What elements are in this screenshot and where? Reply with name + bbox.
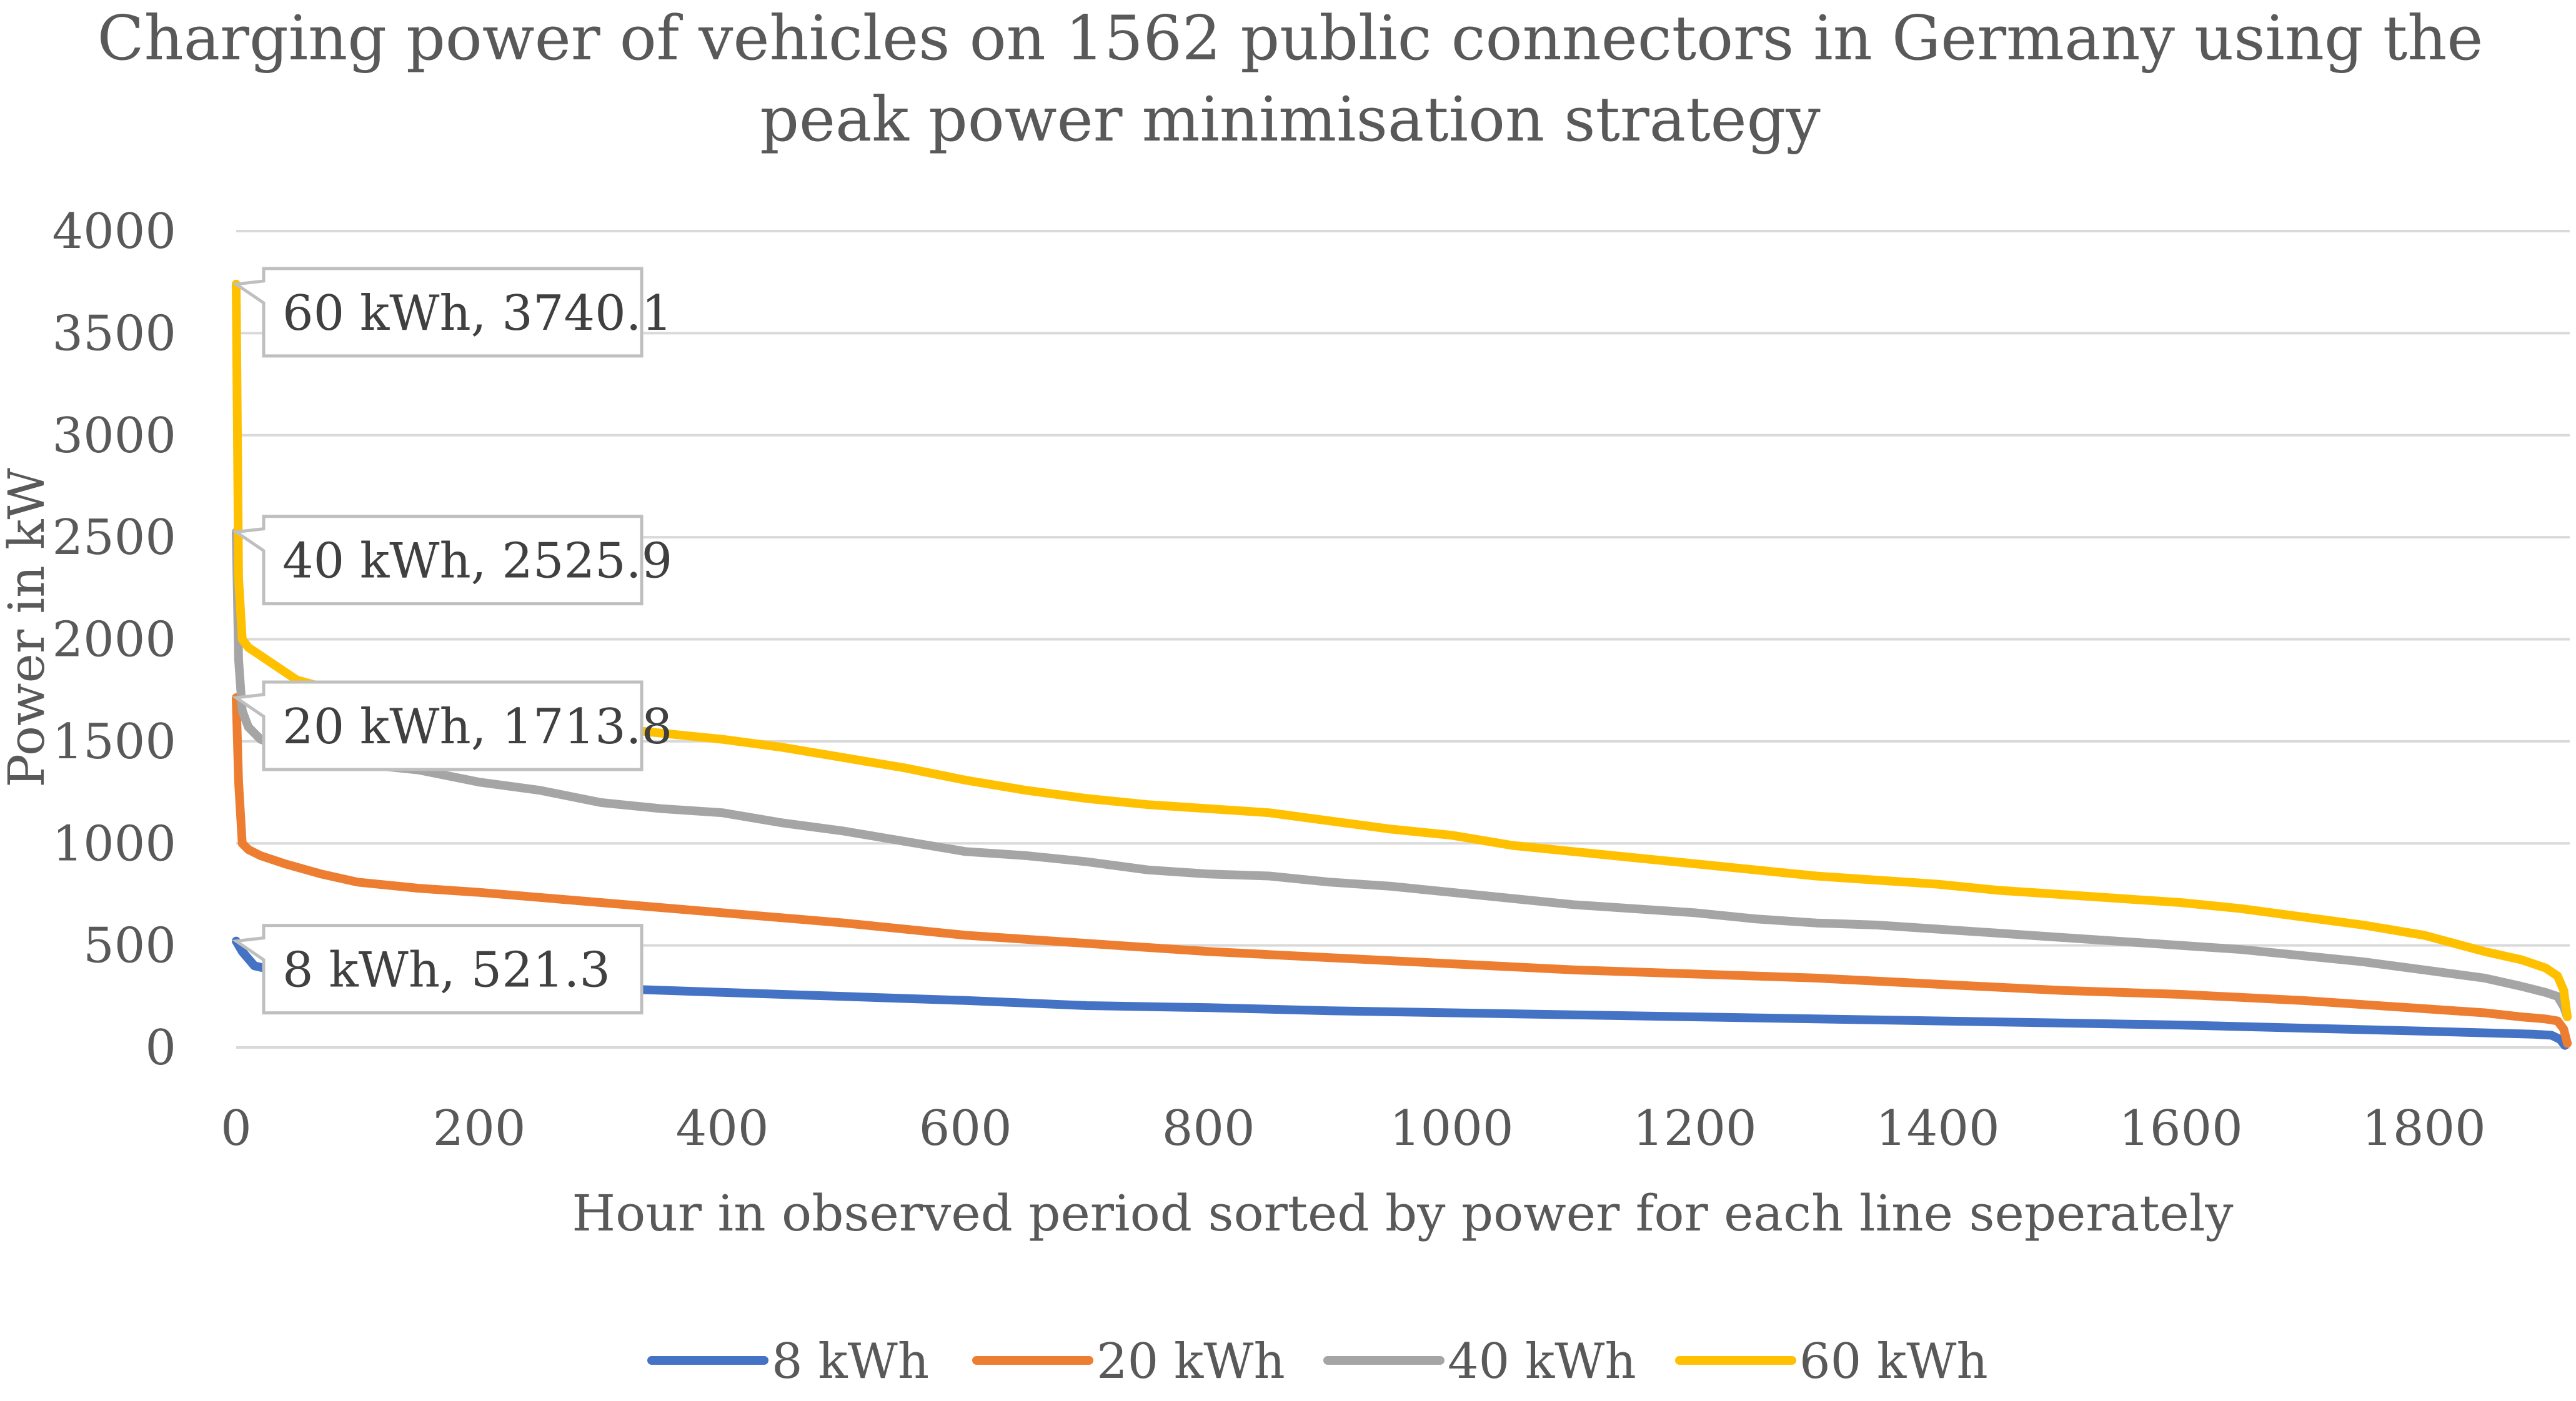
x-axis-tick-labels: 0 200 400 600 800 1000 1200 1400 1600 1800: [221, 1101, 2486, 1157]
legend-item-60-kwh: 60 kWh: [1675, 1334, 1988, 1390]
legend-label: 8 kWh: [772, 1334, 929, 1390]
callout-60-kwh: 60 kWh, 3740.1: [232, 267, 672, 358]
legend-label: 60 kWh: [1799, 1334, 1988, 1390]
x-tick-label: 600: [919, 1101, 1012, 1157]
legend-label: 40 kWh: [1448, 1334, 1636, 1390]
x-axis-title: Hour in observed period sorted by power …: [572, 1184, 2233, 1242]
x-tick-label: 400: [676, 1101, 769, 1157]
x-tick-label: 800: [1162, 1101, 1255, 1157]
callout-label: 60 kWh, 3740.1: [282, 285, 672, 342]
y-tick-label: 1500: [52, 714, 176, 770]
callout-40-kwh: 40 kWh, 2525.9: [232, 515, 672, 606]
y-tick-label: 500: [83, 918, 176, 974]
legend-item-8-kwh: 8 kWh: [647, 1334, 929, 1390]
y-tick-label: 3000: [52, 408, 176, 464]
legend-item-40-kwh: 40 kWh: [1323, 1334, 1636, 1390]
y-tick-label: 0: [145, 1020, 176, 1076]
x-tick-label: 1000: [1390, 1101, 1514, 1157]
legend: 8 kWh 20 kWh 40 kWh 60 kWh: [647, 1334, 1988, 1390]
chart-title: Charging power of vehicles on 1562 publi…: [97, 3, 2484, 156]
callout-20-kwh: 20 kWh, 1713.8: [232, 680, 672, 771]
y-tick-label: 2000: [52, 612, 176, 668]
chart-title-line-2: peak power minimisation strategy: [760, 84, 1821, 156]
callout-box: [232, 515, 644, 606]
y-axis-tick-labels: 0 500 1000 1500 2000 2500 3000 3500 4000: [52, 204, 176, 1076]
series-line-20-kwh: [232, 693, 2572, 1048]
callout-label: 40 kWh, 2525.9: [282, 533, 672, 590]
legend-item-20-kwh: 20 kWh: [972, 1334, 1285, 1390]
x-tick-label: 0: [221, 1101, 252, 1157]
callout-box: [232, 267, 644, 358]
x-tick-label: 1400: [1876, 1101, 2000, 1157]
x-tick-label: 1200: [1633, 1101, 1757, 1157]
y-tick-label: 3500: [52, 305, 176, 362]
y-tick-label: 1000: [52, 816, 176, 872]
chart-title-line-1: Charging power of vehicles on 1562 publi…: [97, 3, 2484, 74]
y-tick-label: 2500: [52, 510, 176, 566]
callout-box: [232, 924, 644, 1015]
data-callouts: 60 kWh, 3740.1 40 kWh, 2525.9 20 kWh, 1713…: [232, 267, 672, 1015]
series-line-60-kwh: [232, 279, 2572, 1021]
callout-label: 8 kWh, 521.3: [282, 943, 610, 999]
legend-label: 20 kWh: [1097, 1334, 1285, 1390]
callout-box: [232, 680, 644, 771]
x-tick-label: 200: [433, 1101, 526, 1157]
y-axis-title: Power in kW: [0, 468, 56, 787]
x-tick-label: 1600: [2119, 1101, 2243, 1157]
y-tick-label: 4000: [52, 204, 176, 260]
x-tick-label: 1800: [2362, 1101, 2486, 1157]
callout-8-kwh: 8 kWh, 521.3: [232, 924, 644, 1015]
callout-label: 20 kWh, 1713.8: [282, 699, 672, 755]
